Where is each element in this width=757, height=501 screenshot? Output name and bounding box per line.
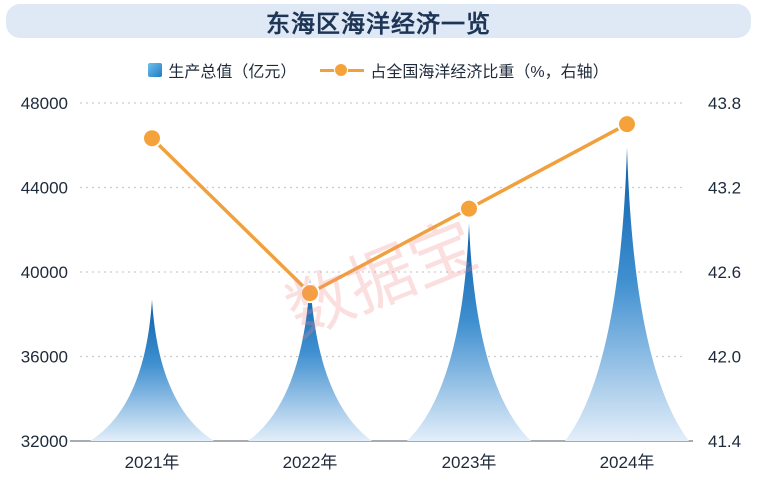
- left-tick-label: 36000: [21, 348, 68, 367]
- left-axis: 48000 44000 40000 36000 32000: [21, 94, 68, 451]
- line-path: [150, 122, 628, 295]
- line-series: [142, 114, 637, 304]
- x-axis: 2021年 2022年 2023年 2024年: [125, 453, 655, 472]
- line-point: [300, 283, 320, 304]
- bar: [90, 299, 214, 441]
- x-tick-label: 2023年: [442, 453, 497, 472]
- left-tick-label: 48000: [21, 94, 68, 113]
- right-tick-label: 43.8: [708, 94, 741, 113]
- line-point: [459, 198, 479, 219]
- legend-bar-label: 生产总值（亿元）: [168, 64, 297, 81]
- x-tick-label: 2022年: [283, 453, 338, 472]
- bar-swatch-icon: [148, 63, 163, 77]
- line-point: [142, 128, 162, 149]
- x-tick-label: 2024年: [600, 453, 655, 472]
- line-swatch-icon: [320, 63, 365, 77]
- line-point: [617, 114, 637, 135]
- left-tick-label: 44000: [21, 179, 68, 198]
- x-tick-label: 2021年: [125, 453, 180, 472]
- right-tick-label: 42.0: [708, 348, 741, 367]
- legend-item-line: 占全国海洋经济比重（%，右轴）: [320, 58, 609, 82]
- right-tick-label: 41.4: [708, 432, 741, 451]
- bar: [407, 223, 531, 441]
- watermark: 数据宝: [275, 206, 487, 352]
- title-banner: 东海区海洋经济一览: [6, 4, 751, 38]
- left-tick-label: 32000: [21, 432, 68, 451]
- right-axis: 43.8 43.2 42.6 42.0 41.4: [708, 94, 741, 451]
- bar: [248, 278, 372, 441]
- right-tick-label: 43.2: [708, 179, 741, 198]
- bar: [565, 147, 689, 442]
- left-tick-label: 40000: [21, 263, 68, 282]
- chart-title: 东海区海洋经济一览: [266, 10, 491, 38]
- legend-line-label: 占全国海洋经济比重（%，右轴）: [370, 64, 609, 81]
- bar-series: [90, 147, 689, 442]
- right-tick-label: 42.6: [708, 263, 741, 282]
- legend-item-bars: 生产总值（亿元）: [148, 58, 296, 82]
- legend: 生产总值（亿元） 占全国海洋经济比重（%，右轴）: [0, 58, 757, 82]
